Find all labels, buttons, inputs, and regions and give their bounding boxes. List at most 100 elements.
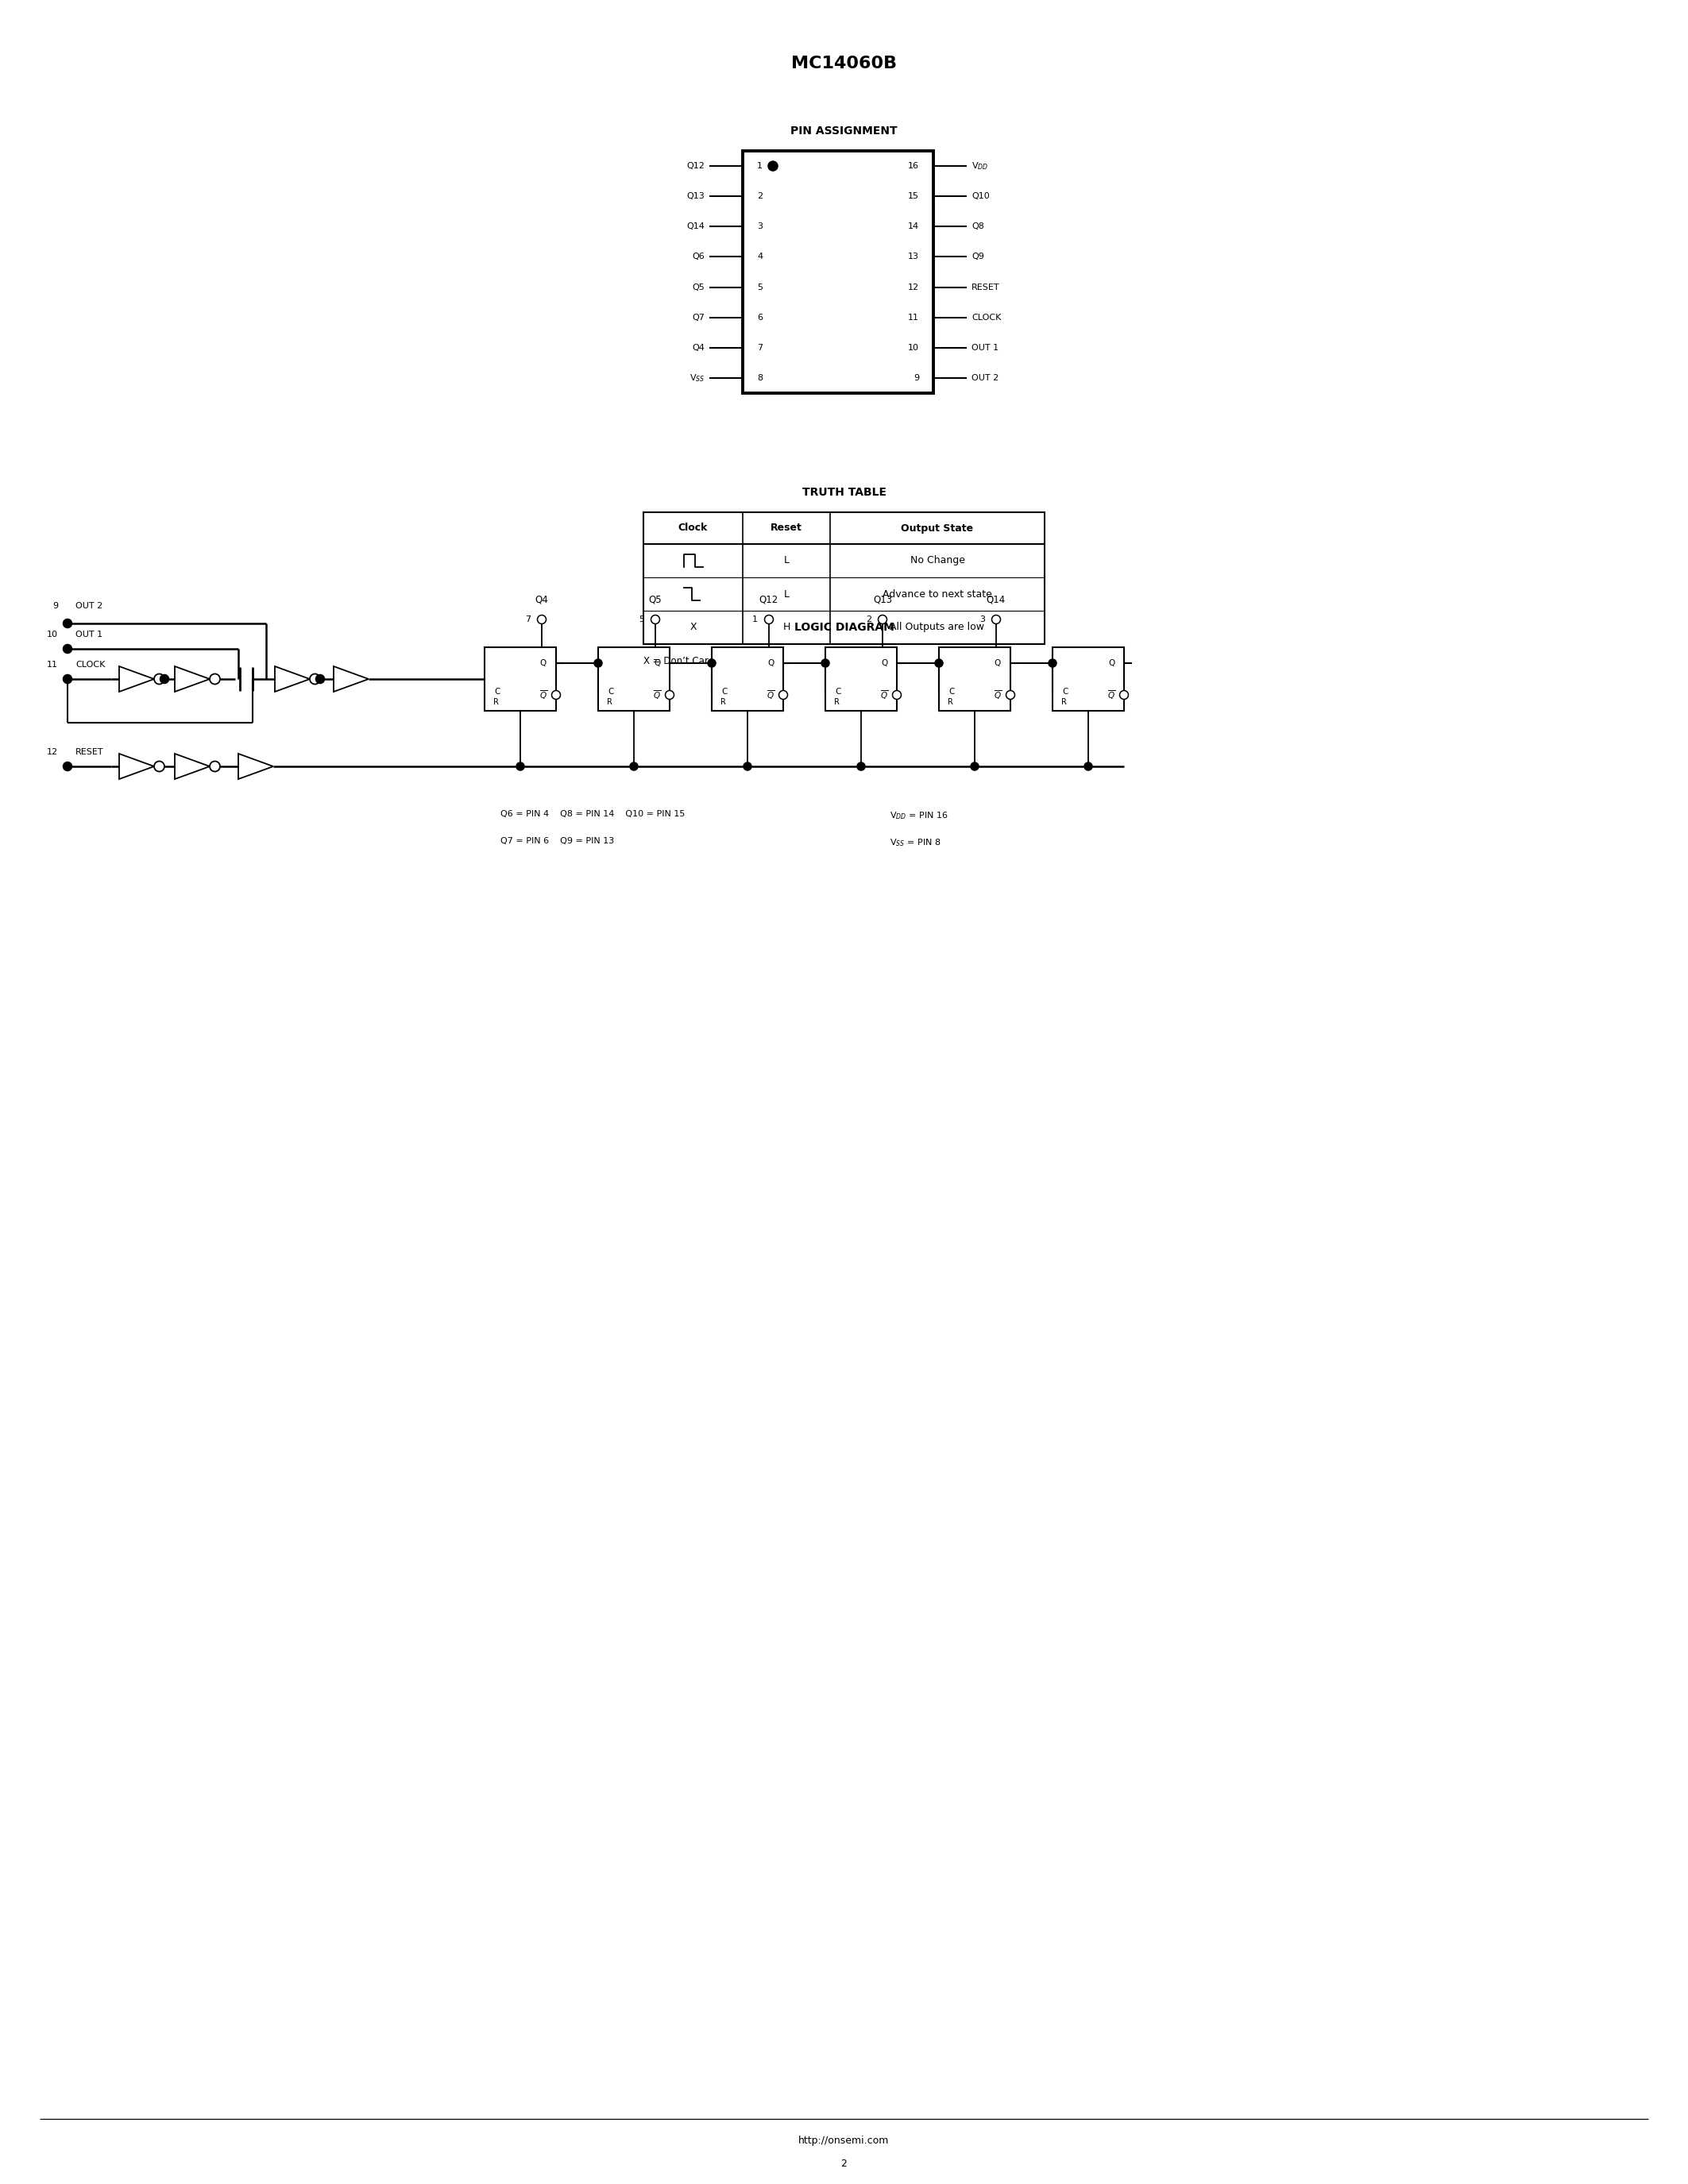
Text: Q: Q [994, 660, 1001, 666]
Bar [598, 646, 670, 710]
Text: 7: 7 [756, 343, 763, 352]
Text: CLOCK: CLOCK [76, 662, 105, 668]
Text: Q14: Q14 [986, 594, 1006, 605]
Text: Q5: Q5 [692, 284, 704, 290]
Circle shape [62, 644, 73, 653]
Bar [712, 646, 783, 710]
Text: 7: 7 [525, 616, 530, 622]
Text: L: L [783, 555, 790, 566]
Text: http://onsemi.com: http://onsemi.com [798, 2136, 890, 2145]
Text: Q8: Q8 [972, 223, 984, 232]
Text: Q7: Q7 [692, 314, 704, 321]
Text: 5: 5 [756, 284, 763, 290]
Text: No Change: No Change [910, 555, 966, 566]
Bar [825, 646, 896, 710]
Text: $\overline{Q}$: $\overline{Q}$ [653, 688, 662, 701]
Text: Q7 = PIN 6    Q9 = PIN 13: Q7 = PIN 6 Q9 = PIN 13 [500, 836, 614, 845]
Bar [643, 513, 1045, 644]
Text: Q: Q [881, 660, 888, 666]
Bar [939, 646, 1011, 710]
Text: Q6 = PIN 4    Q8 = PIN 14    Q10 = PIN 15: Q6 = PIN 4 Q8 = PIN 14 Q10 = PIN 15 [500, 810, 685, 819]
Text: Q: Q [540, 660, 547, 666]
Text: Clock: Clock [679, 522, 707, 533]
Bar [743, 151, 933, 393]
Text: X: X [690, 622, 697, 633]
Text: PIN ASSIGNMENT: PIN ASSIGNMENT [790, 124, 898, 138]
Text: R: R [493, 699, 498, 705]
Circle shape [971, 762, 979, 771]
Text: 11: 11 [47, 662, 57, 668]
Text: Reset: Reset [770, 522, 802, 533]
Text: 9: 9 [913, 373, 918, 382]
Text: 3: 3 [756, 223, 763, 232]
Text: 1: 1 [753, 616, 758, 622]
Text: Q12: Q12 [760, 594, 778, 605]
Circle shape [993, 616, 1001, 625]
Text: Q14: Q14 [687, 223, 704, 232]
Text: OUT 1: OUT 1 [972, 343, 999, 352]
Circle shape [630, 762, 638, 771]
Text: 12: 12 [908, 284, 918, 290]
Text: R: R [834, 699, 839, 705]
Circle shape [537, 616, 547, 625]
Circle shape [209, 675, 219, 684]
Circle shape [1006, 690, 1014, 699]
Circle shape [1119, 690, 1128, 699]
Text: 10: 10 [908, 343, 918, 352]
Text: V$_{DD}$ = PIN 16: V$_{DD}$ = PIN 16 [890, 810, 949, 821]
Text: C: C [949, 688, 955, 697]
Circle shape [311, 675, 321, 684]
Circle shape [665, 690, 674, 699]
Text: $\overline{Q}$: $\overline{Q}$ [538, 688, 547, 701]
Text: R: R [1062, 699, 1067, 705]
Circle shape [652, 616, 660, 625]
Text: Q: Q [1107, 660, 1114, 666]
Text: Q13: Q13 [687, 192, 704, 201]
Text: Q10: Q10 [972, 192, 989, 201]
Text: 14: 14 [908, 223, 918, 232]
Text: C: C [721, 688, 728, 697]
Text: 5: 5 [638, 616, 645, 622]
Text: OUT 2: OUT 2 [76, 603, 103, 609]
Text: Q: Q [653, 660, 660, 666]
Text: RESET: RESET [972, 284, 999, 290]
Text: Q4: Q4 [535, 594, 549, 605]
Circle shape [768, 162, 778, 170]
Bar [1053, 646, 1124, 710]
Circle shape [858, 762, 864, 771]
Text: CLOCK: CLOCK [972, 314, 1001, 321]
Text: Output State: Output State [901, 522, 974, 533]
Text: TRUTH TABLE: TRUTH TABLE [802, 487, 886, 498]
Text: 12: 12 [47, 749, 57, 756]
Circle shape [878, 616, 886, 625]
Text: 2: 2 [866, 616, 871, 622]
Text: $\overline{Q}$: $\overline{Q}$ [1107, 688, 1116, 701]
Circle shape [316, 675, 324, 684]
Circle shape [1048, 660, 1057, 666]
Circle shape [552, 690, 560, 699]
Text: $\overline{Q}$: $\overline{Q}$ [879, 688, 888, 701]
Circle shape [62, 675, 73, 684]
Circle shape [154, 762, 164, 771]
Circle shape [1084, 762, 1092, 771]
Text: 9: 9 [52, 603, 57, 609]
Circle shape [935, 660, 944, 666]
Text: Q6: Q6 [692, 253, 704, 260]
Text: Advance to next state: Advance to next state [883, 590, 993, 598]
Circle shape [209, 762, 219, 771]
Text: Q9: Q9 [972, 253, 984, 260]
Text: 16: 16 [908, 162, 918, 170]
Text: C: C [608, 688, 614, 697]
Text: V$_{DD}$: V$_{DD}$ [972, 162, 989, 173]
Text: Q13: Q13 [873, 594, 891, 605]
Circle shape [743, 762, 751, 771]
Text: MC14060B: MC14060B [792, 55, 896, 72]
Text: C: C [1062, 688, 1069, 697]
Circle shape [517, 762, 525, 771]
Text: OUT 1: OUT 1 [76, 631, 103, 638]
Text: LOGIC DIAGRAM: LOGIC DIAGRAM [793, 622, 895, 633]
Circle shape [765, 616, 773, 625]
Text: 13: 13 [908, 253, 918, 260]
Text: OUT 2: OUT 2 [972, 373, 999, 382]
Circle shape [594, 660, 603, 666]
